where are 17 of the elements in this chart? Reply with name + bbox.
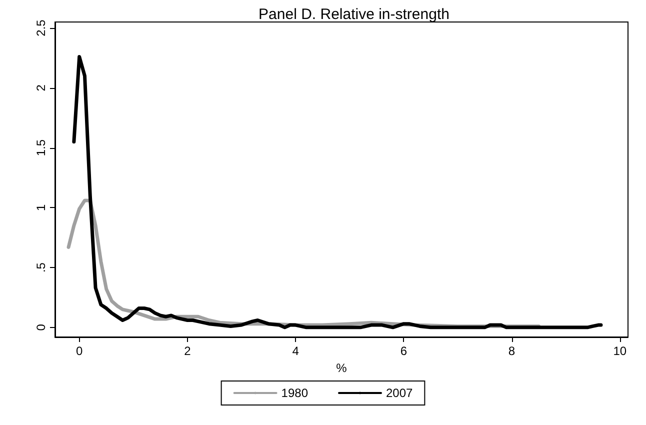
x-tick-label: 10 [613, 344, 627, 358]
chart-title: Panel D. Relative in-strength [258, 6, 450, 23]
x-tick-label: 8 [508, 344, 516, 358]
x-tick-label: 6 [400, 344, 408, 358]
y-tick-label: 1.5 [34, 139, 48, 156]
y-tick-label: 2 [34, 84, 48, 92]
x-tick-label: 0 [76, 344, 83, 358]
line-series [72, 54, 603, 330]
legend-label: 2007 [386, 386, 414, 400]
y-tick-label: 2.5 [34, 19, 48, 36]
x-axis-title: % [336, 360, 348, 375]
y-tick-label: 1 [34, 204, 48, 211]
x-tick-label: 4 [292, 344, 300, 358]
x-tick-label: 2 [184, 344, 192, 358]
legend-label: 1980 [281, 386, 308, 400]
y-tick-label: 0 [34, 324, 48, 331]
y-tick-label: .5 [34, 262, 48, 273]
